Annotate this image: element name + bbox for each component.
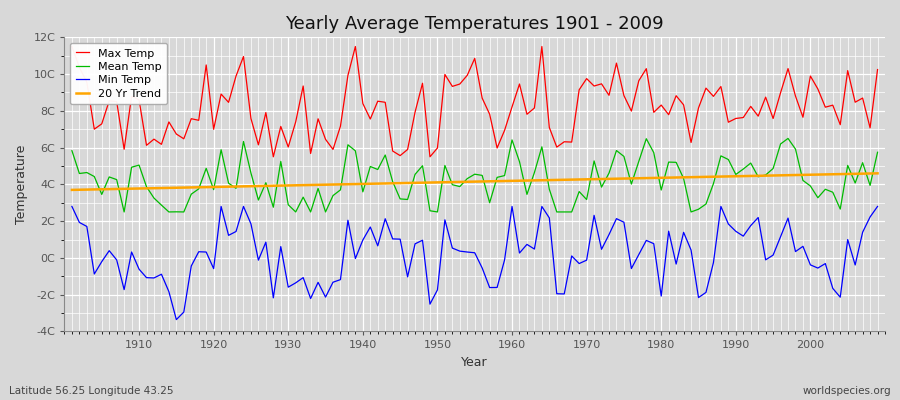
20 Yr Trend (500, 179, 510, 184)
Min Temp (67, 204, 77, 209)
Mean Temp (119, 210, 130, 214)
Mean Temp (298, 195, 309, 200)
Mean Temp (872, 150, 883, 155)
Y-axis label: Temperature: Temperature (15, 145, 28, 224)
Min Temp (604, 232, 615, 237)
20 Yr Trend (507, 178, 517, 183)
Text: Latitude 56.25 Longitude 43.25: Latitude 56.25 Longitude 43.25 (9, 386, 174, 396)
Min Temp (514, 251, 525, 256)
20 Yr Trend (596, 177, 607, 182)
20 Yr Trend (291, 183, 302, 188)
Mean Temp (343, 142, 354, 147)
20 Yr Trend (335, 182, 346, 187)
Mean Temp (604, 171, 615, 176)
Line: Mean Temp: Mean Temp (72, 138, 878, 212)
Mean Temp (783, 136, 794, 141)
Min Temp (507, 204, 517, 209)
Min Temp (343, 218, 354, 223)
Max Temp (126, 94, 137, 99)
20 Yr Trend (872, 171, 883, 176)
20 Yr Trend (126, 186, 137, 191)
Mean Temp (514, 159, 525, 164)
Max Temp (507, 104, 517, 109)
Text: worldspecies.org: worldspecies.org (803, 386, 891, 396)
Max Temp (872, 67, 883, 72)
Line: Max Temp: Max Temp (72, 46, 878, 157)
Max Temp (604, 93, 615, 98)
Max Temp (67, 44, 77, 49)
Min Temp (126, 250, 137, 254)
Max Temp (268, 154, 279, 159)
Legend: Max Temp, Mean Temp, Min Temp, 20 Yr Trend: Max Temp, Mean Temp, Min Temp, 20 Yr Tre… (70, 43, 167, 104)
20 Yr Trend (67, 188, 77, 192)
Max Temp (343, 73, 354, 78)
Line: Min Temp: Min Temp (72, 206, 878, 320)
Max Temp (298, 84, 309, 88)
Line: 20 Yr Trend: 20 Yr Trend (72, 173, 878, 190)
Mean Temp (67, 148, 77, 153)
Max Temp (514, 82, 525, 86)
Min Temp (872, 204, 883, 209)
Mean Temp (134, 163, 145, 168)
Title: Yearly Average Temperatures 1901 - 2009: Yearly Average Temperatures 1901 - 2009 (285, 15, 664, 33)
Mean Temp (507, 138, 517, 142)
Min Temp (171, 317, 182, 322)
X-axis label: Year: Year (462, 356, 488, 369)
Min Temp (298, 275, 309, 280)
